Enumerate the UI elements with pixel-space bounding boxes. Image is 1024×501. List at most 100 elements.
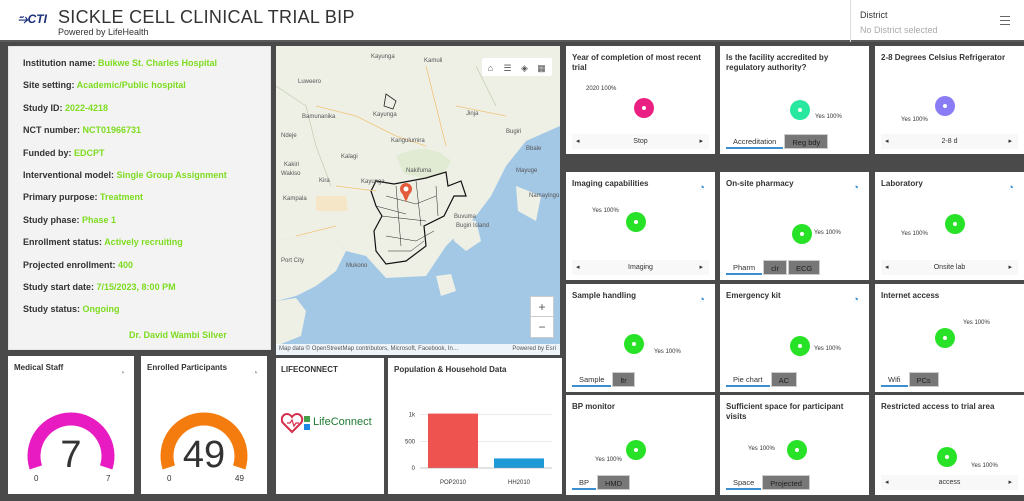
card-tab[interactable]: ltr: [612, 372, 635, 387]
pie-label: Yes 100%: [901, 117, 928, 123]
pie-chart[interactable]: [790, 100, 810, 120]
pie-chart[interactable]: [787, 440, 807, 460]
info-key: Study start date:: [23, 281, 97, 292]
card-tab[interactable]: Projected: [762, 475, 810, 490]
pie-chart[interactable]: [624, 334, 644, 354]
nav-label: 2-8 d: [941, 138, 958, 145]
card-tab[interactable]: Pie chart: [726, 372, 770, 387]
pie-chart[interactable]: [792, 224, 812, 244]
pie-chart[interactable]: [626, 440, 646, 460]
pie-chart[interactable]: [626, 212, 646, 232]
info-row: Funded by: EDCPT: [23, 148, 270, 170]
pie-label: Yes 100%: [592, 208, 619, 214]
nav-label: Stop: [633, 138, 648, 145]
card-tab[interactable]: Pharm: [726, 260, 763, 275]
info-row: Projected enrollment: 400: [23, 260, 270, 282]
card-tab[interactable]: ECG: [788, 260, 821, 275]
pie-chart[interactable]: [634, 98, 654, 118]
map-place-label: Kayunga: [361, 179, 385, 185]
chart-icon[interactable]: ◔: [852, 182, 859, 194]
gauge-value: 7: [60, 434, 82, 476]
card-title: Restricted access to trial area: [881, 402, 995, 411]
indicator-card: On-site pharmacy ◔ Yes 100% Pharm clr ECG: [720, 172, 869, 280]
next-icon[interactable]: ▸: [699, 264, 703, 271]
pie-chart[interactable]: [790, 336, 810, 356]
info-value: Phase 1: [82, 214, 117, 225]
info-value: Actively recruiting: [104, 237, 183, 248]
card-tab[interactable]: AC: [770, 372, 798, 387]
info-key: Study phase:: [23, 214, 83, 225]
gauge-min: 0: [167, 474, 172, 483]
prev-icon[interactable]: ◂: [576, 264, 580, 271]
pie-chart[interactable]: [935, 328, 955, 348]
info-key: Funded by:: [23, 147, 74, 158]
indicator-card: Sufficient space for participant visits Y…: [720, 395, 869, 495]
pie-label: Yes 100%: [748, 446, 775, 452]
card-tab[interactable]: clr: [763, 260, 788, 275]
info-value: 400: [118, 259, 134, 270]
pie-chart[interactable]: [937, 447, 957, 467]
map-panel[interactable]: KayungaKamuliLuweeroBuikweBukedeaBamunan…: [276, 46, 560, 355]
home-icon[interactable]: ⌂: [487, 63, 494, 73]
next-icon[interactable]: ▸: [1008, 138, 1012, 145]
card-navigator: ◂ access ▸: [881, 475, 1018, 490]
map-canvas[interactable]: [276, 46, 560, 355]
map-place-label: Jinja: [466, 111, 479, 117]
map-attribution: Map data © OpenStreetMap contributors, M…: [276, 344, 560, 355]
map-place-label: Kamuli: [424, 58, 443, 64]
bar-pop2010[interactable]: [428, 413, 478, 468]
card-tab[interactable]: HMD: [597, 475, 631, 490]
card-tabs: Wifi PCs: [881, 372, 1018, 387]
cti-logo: ⥲CTI: [18, 12, 47, 26]
prev-icon[interactable]: ◂: [885, 138, 889, 145]
menu-icon[interactable]: [1000, 16, 1010, 28]
info-value: Ongoing: [82, 304, 120, 315]
card-tabs: Accreditation Reg bdy: [726, 134, 863, 149]
pie-chart[interactable]: [935, 96, 955, 116]
chart-icon[interactable]: ◔: [852, 294, 859, 306]
card-tab[interactable]: Accreditation: [726, 134, 784, 149]
grid-icon[interactable]: ▦: [537, 63, 546, 73]
next-icon[interactable]: ▸: [699, 138, 703, 145]
next-icon[interactable]: ▸: [1008, 479, 1012, 486]
map-place-label: Mayuge: [516, 168, 538, 174]
district-selector[interactable]: District No District selected: [850, 0, 990, 42]
card-title: Year of completion of most recent trial: [572, 53, 701, 72]
card-tab[interactable]: Sample: [572, 372, 612, 387]
card-tabs: Pharm clr ECG: [726, 260, 863, 275]
layers-icon[interactable]: ◈: [521, 63, 528, 73]
prev-icon[interactable]: ◂: [576, 138, 580, 145]
pie-label: 2020 100%: [586, 86, 617, 92]
chart-icon[interactable]: ◔: [698, 294, 705, 306]
y-tick-label: 500: [405, 439, 416, 445]
chart-icon[interactable]: ◔: [1007, 182, 1014, 194]
card-title: Internet access: [881, 291, 940, 300]
pie-label: Yes 100%: [971, 463, 998, 469]
card-tab[interactable]: Wifi: [881, 372, 908, 387]
card-tab[interactable]: BP: [572, 475, 597, 490]
panel-title: LIFECONNECT: [281, 365, 338, 374]
chart-icon: ◔: [118, 368, 125, 379]
card-title: Sample handling: [572, 291, 637, 300]
map-place-label: Kakiri: [284, 162, 300, 168]
bar-hh2010[interactable]: [494, 458, 544, 468]
card-tab[interactable]: Space: [726, 475, 762, 490]
chart-icon[interactable]: ◔: [698, 182, 705, 194]
x-tick-label: POP2010: [440, 480, 467, 486]
next-icon[interactable]: ▸: [1008, 264, 1012, 271]
map-place-label: Port City: [281, 258, 305, 264]
prev-icon[interactable]: ◂: [885, 264, 889, 271]
card-tab[interactable]: PCs: [908, 372, 939, 387]
zoom-out-button[interactable]: −: [538, 320, 546, 334]
zoom-in-button[interactable]: +: [531, 297, 553, 317]
card-title: Imaging capabilities: [572, 179, 649, 188]
card-tab[interactable]: Reg bdy: [784, 134, 829, 149]
info-row: Primary purpose: Treatment: [23, 192, 270, 214]
prev-icon[interactable]: ◂: [885, 479, 889, 486]
list-icon[interactable]: ☰: [503, 63, 512, 73]
nav-label: access: [938, 479, 961, 486]
pie-chart[interactable]: [945, 214, 965, 234]
x-tick-label: HH2010: [508, 480, 531, 486]
map-place-label: Buvuma: [454, 214, 477, 220]
map-place-label: Kalagi: [341, 154, 358, 160]
